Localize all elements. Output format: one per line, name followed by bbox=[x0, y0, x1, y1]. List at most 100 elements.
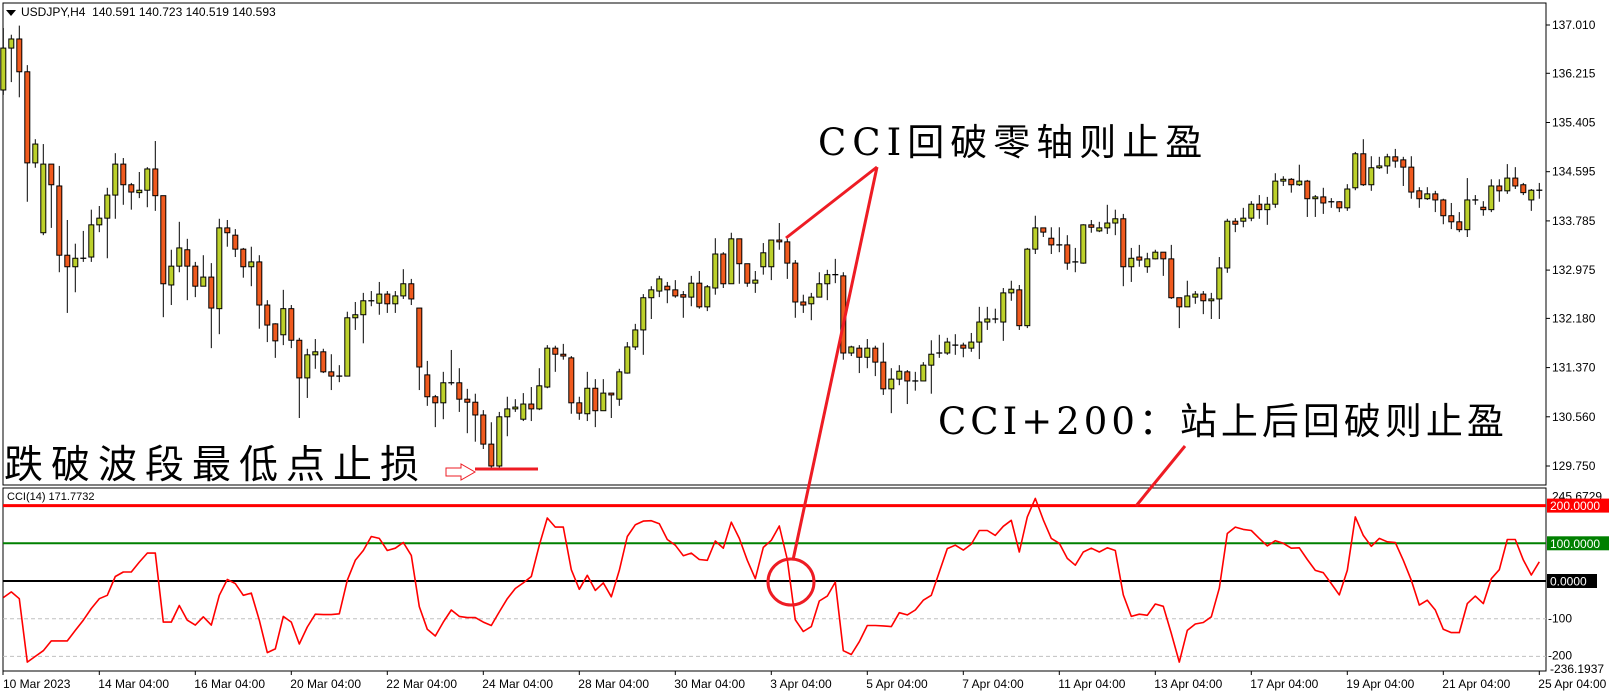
candle bbox=[1112, 209, 1119, 236]
candle-body bbox=[1464, 199, 1471, 231]
annotation-pointer-to-200 bbox=[1134, 445, 1187, 507]
candle-body bbox=[1184, 295, 1191, 308]
candle bbox=[1232, 218, 1239, 233]
candle-body bbox=[752, 279, 759, 284]
candle bbox=[952, 334, 959, 355]
candle-body bbox=[1440, 199, 1447, 217]
candle bbox=[1240, 207, 1247, 228]
candle-body bbox=[1088, 224, 1095, 228]
candle bbox=[1136, 244, 1143, 267]
candle bbox=[176, 221, 183, 273]
candle bbox=[1488, 179, 1495, 213]
candle bbox=[560, 343, 567, 360]
candle-body bbox=[968, 341, 975, 349]
cci-line bbox=[2, 497, 1540, 663]
candle-body bbox=[1000, 292, 1007, 323]
candle bbox=[640, 294, 647, 355]
candle-body bbox=[1040, 227, 1047, 233]
candle bbox=[280, 289, 287, 346]
candle bbox=[432, 394, 439, 428]
candle bbox=[1480, 201, 1487, 216]
candle-body bbox=[424, 374, 431, 398]
candle-body bbox=[1312, 196, 1319, 200]
candle bbox=[752, 271, 759, 293]
price-axis-label: 132.975 bbox=[1552, 263, 1596, 277]
candle bbox=[872, 345, 879, 377]
candle bbox=[1416, 187, 1423, 208]
candle bbox=[224, 219, 231, 247]
candle-body bbox=[328, 371, 335, 377]
candle bbox=[920, 362, 927, 382]
candle bbox=[1272, 173, 1279, 208]
candle-body bbox=[376, 293, 383, 304]
time-axis-label: 3 Apr 04:00 bbox=[770, 677, 832, 691]
candle bbox=[536, 368, 543, 411]
candle-body bbox=[416, 307, 423, 368]
symbol-dropdown-triangle-icon[interactable] bbox=[6, 10, 16, 16]
candle-body bbox=[1416, 190, 1423, 200]
candle bbox=[696, 271, 703, 309]
time-axis-label: 14 Mar 04:00 bbox=[98, 677, 169, 691]
candle-body bbox=[896, 370, 903, 380]
candle bbox=[192, 261, 199, 298]
candle-body bbox=[192, 265, 199, 287]
candle bbox=[344, 311, 351, 377]
candle bbox=[1200, 291, 1207, 315]
candle bbox=[256, 255, 263, 329]
candle-body bbox=[1240, 217, 1247, 222]
candle-body bbox=[1512, 177, 1519, 187]
candle-body bbox=[400, 283, 407, 297]
candle-body bbox=[848, 346, 855, 354]
candle bbox=[512, 399, 519, 412]
candle bbox=[80, 230, 87, 262]
candle bbox=[1032, 215, 1039, 254]
candle-body bbox=[520, 403, 527, 420]
candle-body bbox=[600, 392, 607, 412]
candle bbox=[88, 209, 95, 262]
candle bbox=[824, 269, 831, 301]
cci-level-label: 100.0000 bbox=[1550, 537, 1600, 551]
candle bbox=[728, 232, 735, 285]
candle-body bbox=[152, 168, 159, 197]
candle bbox=[496, 411, 503, 468]
candle-body bbox=[656, 278, 663, 292]
annotation-arrow-icon bbox=[445, 463, 477, 481]
candle bbox=[408, 278, 415, 306]
candle-body bbox=[1360, 153, 1367, 186]
candle bbox=[1192, 291, 1199, 304]
candle-body bbox=[648, 289, 655, 299]
candle-body bbox=[1144, 258, 1151, 268]
price-axis-label: 136.215 bbox=[1552, 66, 1596, 80]
candle bbox=[168, 249, 175, 306]
candle-body bbox=[1304, 180, 1311, 200]
candle-body bbox=[704, 286, 711, 308]
candle bbox=[704, 284, 711, 312]
candle-body bbox=[1488, 185, 1495, 211]
candle bbox=[1120, 213, 1127, 287]
candle bbox=[1000, 288, 1007, 341]
candle bbox=[208, 263, 215, 349]
candle-body bbox=[136, 189, 143, 194]
annotation-take-profit-zero-axis: CCI回破零轴则止盈 bbox=[818, 121, 1209, 164]
candle-body bbox=[1392, 156, 1399, 162]
candle bbox=[800, 294, 807, 313]
candle bbox=[1264, 196, 1271, 225]
candle bbox=[8, 34, 15, 83]
candle-body bbox=[240, 248, 247, 268]
candle-body bbox=[1136, 256, 1143, 261]
candle-body bbox=[64, 254, 71, 268]
candle-body bbox=[312, 351, 319, 356]
candle-body bbox=[1200, 293, 1207, 302]
candle-body bbox=[1272, 180, 1279, 205]
candle bbox=[424, 360, 431, 406]
candle bbox=[976, 306, 983, 360]
candle-body bbox=[984, 318, 991, 323]
candle-body bbox=[16, 38, 23, 73]
cci-level-label-box bbox=[1547, 536, 1609, 551]
candle bbox=[1328, 198, 1335, 208]
candle bbox=[1408, 156, 1415, 199]
candle bbox=[1400, 156, 1407, 186]
price-axis-label: 135.405 bbox=[1552, 115, 1596, 129]
candle-body bbox=[1352, 153, 1359, 189]
